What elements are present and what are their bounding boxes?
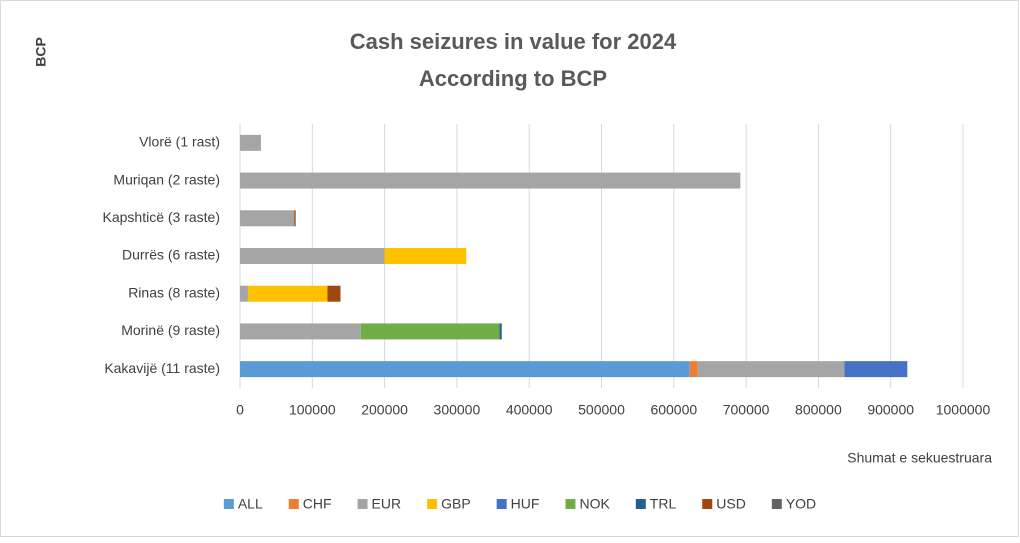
bar-segment — [240, 361, 690, 378]
x-axis-label: Shumat e sekuestruara — [847, 450, 992, 466]
legend-swatch — [565, 499, 576, 509]
bar-segment — [844, 361, 908, 378]
x-tick-label: 700000 — [723, 402, 770, 418]
bar-segment — [240, 323, 361, 340]
x-tick-label: 900000 — [867, 402, 914, 418]
legend-label: YOD — [786, 496, 816, 512]
x-tick-label: 1000000 — [936, 402, 991, 418]
y-tick-label: Rinas (8 raste) — [128, 284, 220, 300]
bar-segment — [240, 134, 261, 151]
bar-segment — [689, 361, 698, 378]
legend-label: NOK — [579, 496, 610, 512]
legend-label: USD — [716, 496, 746, 512]
y-tick-label: Morinë (9 raste) — [121, 322, 220, 338]
y-tick-label: Kapshticë (3 raste) — [103, 209, 221, 225]
legend-label: HUF — [511, 496, 540, 512]
chart-title: According to BCP — [419, 66, 607, 91]
bar-segment — [294, 210, 296, 227]
legend-swatch — [496, 499, 507, 509]
bar-segment — [327, 285, 341, 302]
legend-label: TRL — [650, 496, 677, 512]
x-tick-label: 200000 — [361, 402, 408, 418]
bar-segment — [247, 285, 328, 302]
legend-label: ALL — [238, 496, 263, 512]
y-tick-label: Kakavijë (11 raste) — [104, 360, 220, 376]
bar-segment — [499, 323, 502, 340]
legend-label: CHF — [303, 496, 332, 512]
legend-swatch — [635, 499, 646, 509]
x-tick-label: 400000 — [506, 402, 553, 418]
y-tick-label: Muriqan (2 raste) — [113, 171, 220, 187]
bar-segment — [240, 172, 741, 189]
x-tick-label: 600000 — [650, 402, 697, 418]
x-tick-label: 800000 — [795, 402, 842, 418]
bar-segment — [697, 361, 845, 378]
legend-swatch — [357, 499, 368, 509]
legend-swatch — [223, 499, 234, 509]
y-axis-label: BCP — [33, 37, 49, 67]
legend-swatch — [427, 499, 438, 509]
legend-swatch — [702, 499, 713, 509]
y-tick-label: Vlorë (1 rast) — [139, 134, 220, 150]
bar-segment — [240, 210, 295, 227]
chart-title: Cash seizures in value for 2024 — [350, 29, 677, 54]
x-tick-label: 0 — [236, 402, 244, 418]
bar-segment — [240, 248, 385, 264]
legend-label: EUR — [372, 496, 402, 512]
x-tick-label: 300000 — [434, 402, 481, 418]
bar-segment — [384, 248, 467, 264]
x-tick-label: 100000 — [289, 402, 336, 418]
bar-segment — [360, 323, 500, 340]
legend-swatch — [771, 499, 782, 509]
x-tick-label: 500000 — [578, 402, 625, 418]
bar-segment — [240, 285, 248, 302]
legend-swatch — [288, 499, 299, 509]
y-tick-label: Durrës (6 raste) — [122, 247, 220, 263]
legend-label: GBP — [441, 496, 471, 512]
